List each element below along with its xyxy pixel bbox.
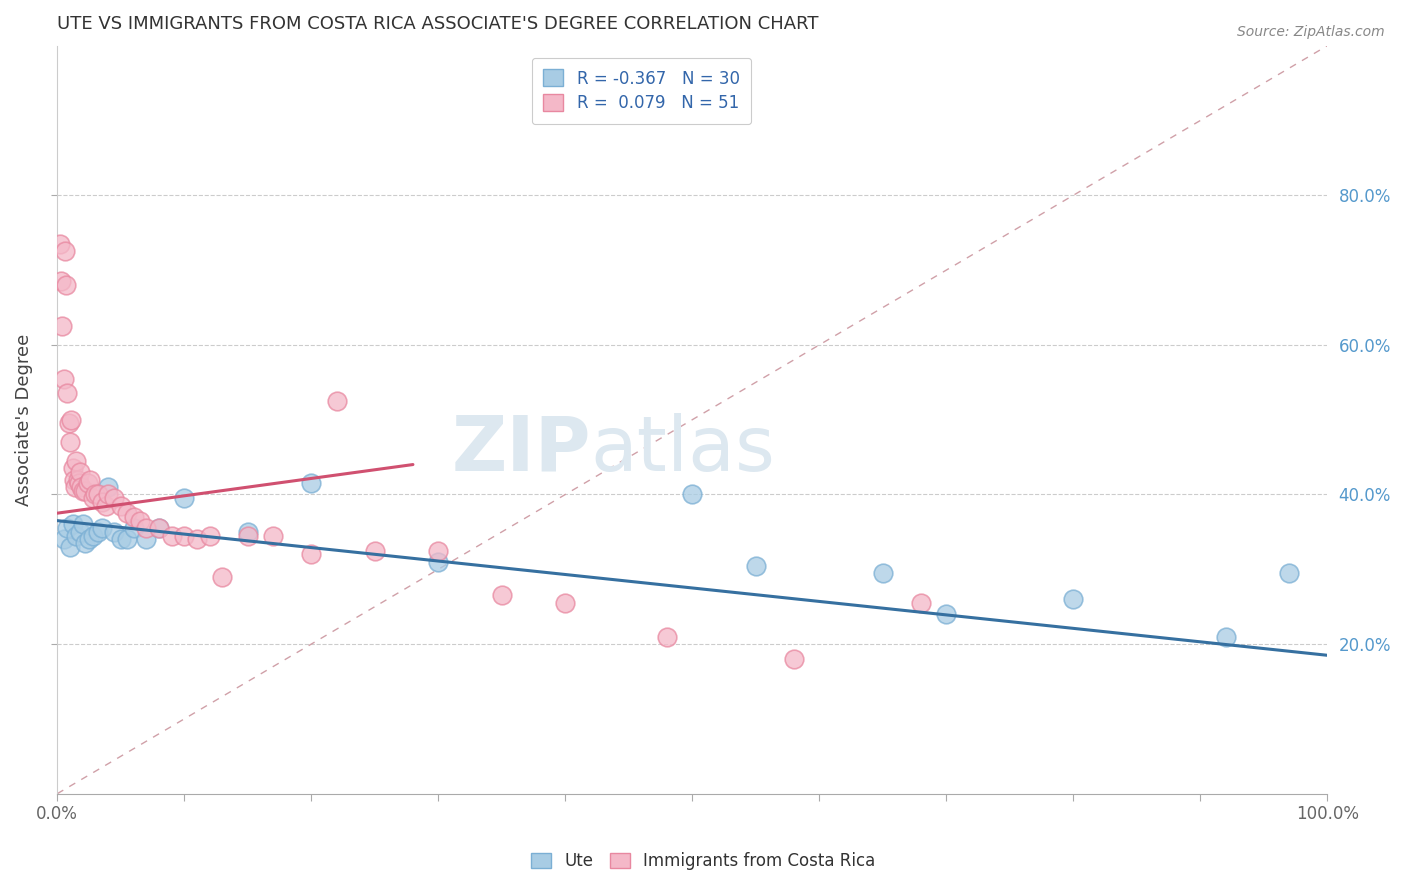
Point	[186, 533, 208, 547]
Point	[325, 394, 347, 409]
Point	[97, 480, 120, 494]
Point	[115, 506, 138, 520]
Point	[122, 509, 145, 524]
Point	[56, 521, 79, 535]
Point	[90, 521, 112, 535]
Point	[110, 533, 132, 547]
Point	[63, 473, 86, 487]
Point	[76, 476, 98, 491]
Point	[1062, 592, 1084, 607]
Point	[910, 596, 932, 610]
Point	[77, 533, 100, 547]
Point	[58, 417, 80, 431]
Point	[198, 528, 221, 542]
Point	[67, 476, 90, 491]
Point	[60, 412, 83, 426]
Point	[110, 499, 132, 513]
Point	[236, 528, 259, 542]
Point	[75, 483, 97, 498]
Point	[75, 536, 97, 550]
Point	[62, 461, 84, 475]
Point	[103, 524, 125, 539]
Point	[70, 480, 93, 494]
Point	[148, 521, 170, 535]
Point	[554, 596, 576, 610]
Point	[262, 528, 284, 542]
Point	[66, 473, 89, 487]
Y-axis label: Associate's Degree: Associate's Degree	[15, 334, 32, 506]
Point	[79, 473, 101, 487]
Point	[364, 543, 387, 558]
Point	[148, 521, 170, 535]
Legend: R = -0.367   N = 30, R =  0.079   N = 51: R = -0.367 N = 30, R = 0.079 N = 51	[531, 58, 751, 124]
Point	[1278, 566, 1301, 580]
Point	[115, 533, 138, 547]
Text: atlas: atlas	[591, 413, 776, 487]
Point	[84, 487, 107, 501]
Point	[783, 652, 806, 666]
Point	[87, 487, 110, 501]
Point	[82, 528, 104, 542]
Point	[173, 528, 195, 542]
Point	[69, 524, 91, 539]
Point	[59, 435, 82, 450]
Point	[745, 558, 768, 573]
Point	[94, 499, 117, 513]
Point	[135, 521, 157, 535]
Point	[52, 371, 75, 385]
Text: Source: ZipAtlas.com: Source: ZipAtlas.com	[1237, 25, 1385, 39]
Point	[122, 521, 145, 535]
Text: UTE VS IMMIGRANTS FROM COSTA RICA ASSOCIATE'S DEGREE CORRELATION CHART: UTE VS IMMIGRANTS FROM COSTA RICA ASSOCI…	[58, 15, 818, 33]
Legend: Ute, Immigrants from Costa Rica: Ute, Immigrants from Costa Rica	[524, 846, 882, 877]
Point	[160, 528, 183, 542]
Text: ZIP: ZIP	[451, 413, 591, 487]
Point	[299, 547, 322, 561]
Point	[59, 540, 82, 554]
Point	[427, 555, 450, 569]
Point	[65, 528, 87, 542]
Point	[872, 566, 894, 580]
Point	[87, 524, 110, 539]
Point	[173, 491, 195, 506]
Point	[56, 386, 79, 401]
Point	[97, 487, 120, 501]
Point	[935, 607, 957, 622]
Point	[427, 543, 450, 558]
Point	[49, 236, 72, 251]
Point	[1215, 630, 1237, 644]
Point	[211, 570, 233, 584]
Point	[72, 517, 94, 532]
Point	[49, 274, 72, 288]
Point	[72, 483, 94, 498]
Point	[128, 514, 150, 528]
Point	[65, 454, 87, 468]
Point	[69, 465, 91, 479]
Point	[103, 491, 125, 506]
Point	[655, 630, 678, 644]
Point	[299, 476, 322, 491]
Point	[82, 491, 104, 506]
Point	[681, 487, 703, 501]
Point	[63, 480, 86, 494]
Point	[135, 533, 157, 547]
Point	[491, 589, 513, 603]
Point	[52, 533, 75, 547]
Point	[51, 319, 73, 334]
Point	[62, 517, 84, 532]
Point	[53, 244, 76, 259]
Point	[90, 495, 112, 509]
Point	[55, 278, 77, 293]
Point	[236, 524, 259, 539]
